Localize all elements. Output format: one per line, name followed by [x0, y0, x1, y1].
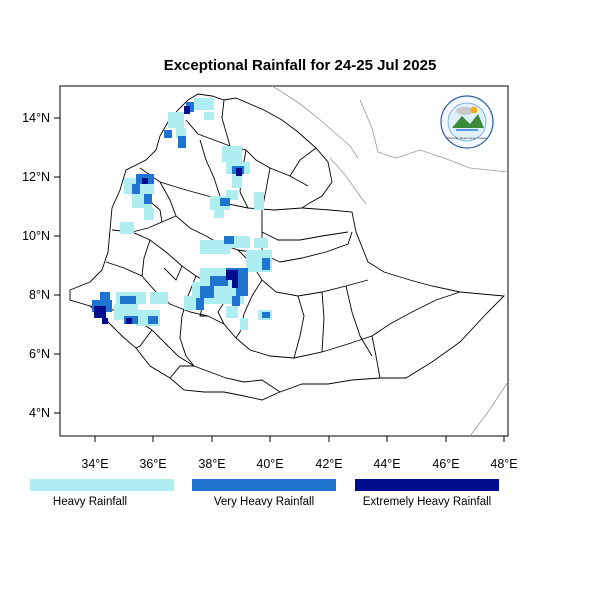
lon-tick-label: 36°E — [139, 457, 166, 471]
lat-tick-label: 14°N — [22, 111, 50, 125]
legend-label-very-heavy: Very Heavy Rainfall — [213, 496, 315, 508]
lat-tick-label: 10°N — [22, 229, 50, 243]
lon-tick-label: 42°E — [315, 457, 342, 471]
lat-tick-label: 4°N — [29, 406, 50, 420]
lat-tick-label: 12°N — [22, 170, 50, 184]
extreme-rainfall-cells — [94, 106, 242, 324]
legend-swatch-extreme — [355, 479, 499, 491]
lat-tick-label: 8°N — [29, 288, 50, 302]
legend-swatch-very-heavy — [192, 479, 336, 491]
lon-tick-label: 46°E — [432, 457, 459, 471]
lon-tick-label: 40°E — [256, 457, 283, 471]
lon-axis — [94, 436, 505, 442]
lat-tick-label: 6°N — [29, 347, 50, 361]
legend-label-extreme: Extremely Heavy Rainfall — [362, 496, 492, 508]
legend-label-heavy: Heavy Rainfall — [52, 496, 128, 508]
map-title: Exceptional Rainfall for 24-25 Jul 2025 — [163, 57, 437, 74]
lon-tick-label: 44°E — [373, 457, 400, 471]
legend-swatch-heavy — [30, 479, 174, 491]
logo-text: Ethiopian Meteorology Institute — [446, 136, 488, 140]
neighbor-borders — [271, 86, 508, 436]
lon-tick-label: 48°E — [490, 457, 517, 471]
lon-tick-label: 38°E — [198, 457, 225, 471]
institute-logo: Ethiopian Meteorology Institute — [440, 95, 494, 149]
lon-tick-label: 34°E — [81, 457, 108, 471]
lat-axis — [54, 117, 60, 414]
